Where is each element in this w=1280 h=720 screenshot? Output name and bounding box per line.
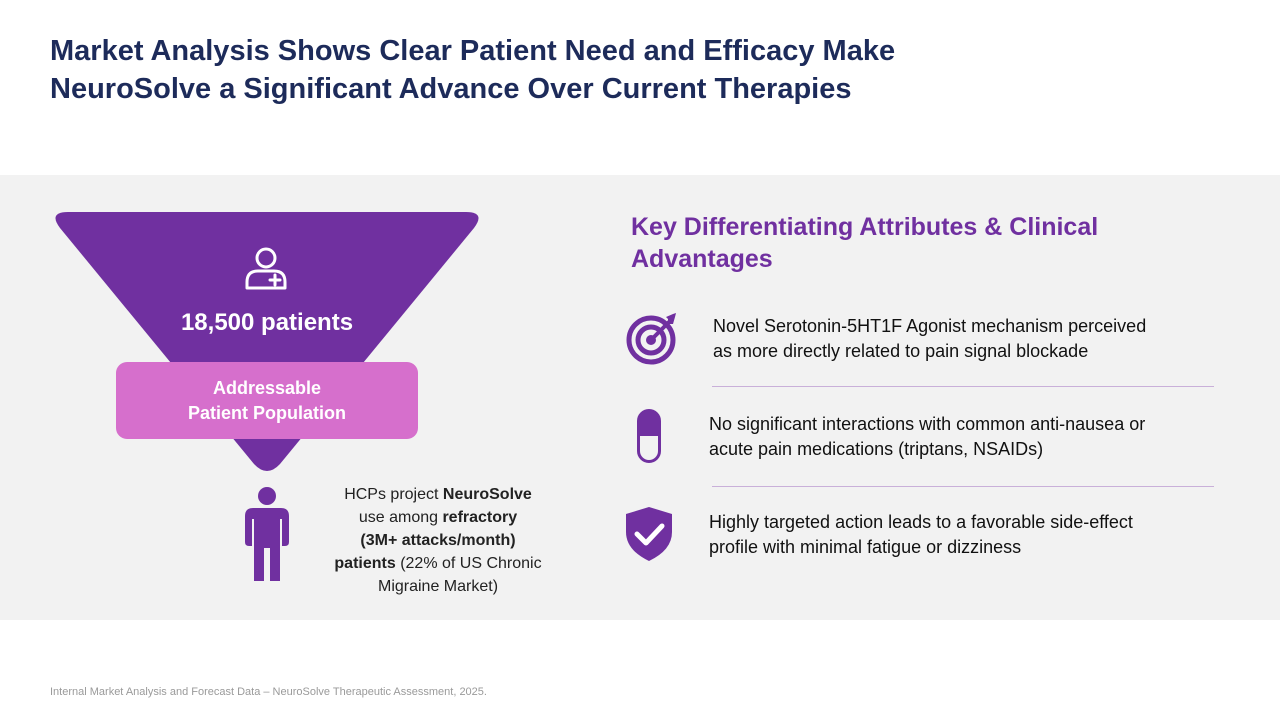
attribute-1-line-1: Novel Serotonin-5HT1F Agonist mechanism … xyxy=(713,316,1147,336)
pop-label-line-2: Patient Population xyxy=(187,402,346,423)
attributes-heading: Key Differentiating Attributes & Clinica… xyxy=(631,211,1191,275)
person-icon xyxy=(245,487,289,581)
projection-t1: HCPs project xyxy=(344,486,443,503)
attribute-1-line-2: as more directly related to pain signal … xyxy=(713,341,1089,361)
projection-brand: NeuroSolve xyxy=(442,486,532,503)
attribute-text-2: No significant interactions with common … xyxy=(709,412,1254,462)
attribute-2-line-2: acute pain medications (triptans, NSAIDs… xyxy=(709,439,1044,459)
funnel-shape xyxy=(55,212,479,471)
attribute-text-1: Novel Serotonin-5HT1F Agonist mechanism … xyxy=(713,314,1253,364)
divider-1 xyxy=(712,386,1214,387)
attribute-text-3: Highly targeted action leads to a favora… xyxy=(709,510,1254,560)
attribute-3-line-2: profile with minimal fatigue or dizzines… xyxy=(709,537,1022,557)
target-icon xyxy=(626,313,676,365)
pop-label-line-1: Addressable xyxy=(212,377,322,398)
projection-patients: patients xyxy=(334,555,396,572)
funnel-graphic xyxy=(55,212,479,471)
projection-t8: Migraine Market) xyxy=(377,578,499,595)
attributes-heading-line-1: Key Differentiating Attributes & Clinica… xyxy=(631,213,1099,241)
patients-count: 18,500 patients xyxy=(180,309,354,336)
projection-text: HCPs project NeuroSolve use among refrac… xyxy=(300,483,576,598)
addressable-population-box: Addressable Patient Population xyxy=(116,362,418,439)
divider-2 xyxy=(712,486,1214,487)
projection-t3: use among xyxy=(358,509,443,526)
projection-attacks: (3M+ attacks/month) xyxy=(360,532,516,549)
title-line-1: Market Analysis Shows Clear Patient Need… xyxy=(50,35,896,67)
attribute-3-line-1: Highly targeted action leads to a favora… xyxy=(709,512,1133,532)
person-plus-icon xyxy=(245,247,287,290)
projection-t7: (22% of US Chronic xyxy=(395,555,542,572)
page-title: Market Analysis Shows Clear Patient Need… xyxy=(50,32,1150,108)
projection-refractory: refractory xyxy=(442,509,518,526)
capsule-icon xyxy=(637,409,661,463)
footnote: Internal Market Analysis and Forecast Da… xyxy=(50,686,487,698)
shield-check-icon xyxy=(626,507,672,561)
attribute-2-line-1: No significant interactions with common … xyxy=(709,414,1146,434)
attributes-heading-line-2: Advantages xyxy=(631,245,773,273)
title-line-2: NeuroSolve a Significant Advance Over Cu… xyxy=(50,73,852,105)
